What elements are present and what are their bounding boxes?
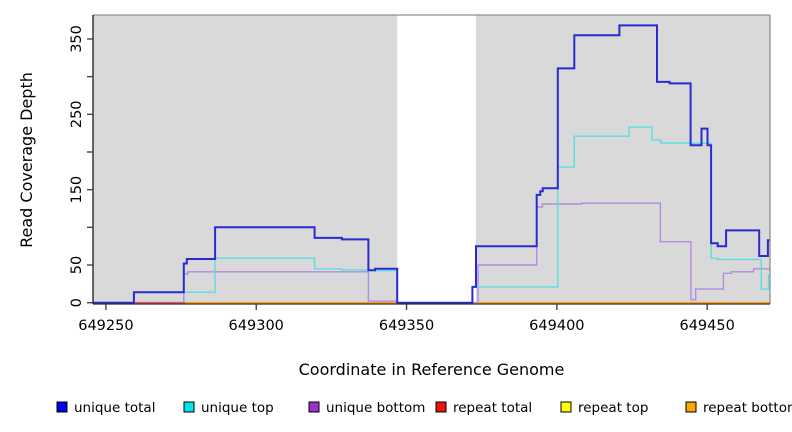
legend-label: unique bottom — [326, 400, 425, 416]
series-unique-bottom — [93, 202, 770, 304]
legend-item: repeat total — [435, 400, 532, 416]
legend-swatch — [183, 401, 195, 413]
legend-swatch — [308, 401, 320, 413]
x-tick-label: 649400 — [529, 318, 584, 334]
x-tick-label: 649300 — [229, 318, 284, 334]
legend-item: unique top — [183, 400, 274, 416]
legend-swatch — [56, 401, 68, 413]
legend-label: unique total — [74, 400, 155, 416]
legend-item: unique bottom — [308, 400, 425, 416]
y-tick-label: 250 — [69, 100, 85, 128]
y-tick-label: 150 — [69, 176, 85, 204]
masked-region — [397, 15, 476, 304]
legend-label: repeat bottom — [703, 400, 792, 416]
y-tick-label: 0 — [69, 298, 85, 307]
y-tick-label: 350 — [69, 25, 85, 53]
legend-swatch — [435, 401, 447, 413]
legend-swatch — [560, 401, 572, 413]
y-axis: 0 50 150 250 350 — [69, 25, 93, 307]
legend-label: repeat top — [578, 400, 648, 416]
series-unique-top — [93, 126, 770, 304]
x-axis-title: Coordinate in Reference Genome — [298, 360, 565, 379]
legend: unique total unique top unique bottom repea… — [56, 400, 792, 416]
legend-item: repeat bottom — [685, 400, 792, 416]
legend-item: unique total — [56, 400, 155, 416]
y-axis-title: Read Coverage Depth — [17, 72, 36, 248]
x-tick-label: 649450 — [679, 318, 734, 334]
x-tick-label: 649350 — [379, 318, 434, 334]
x-axis: 649250 649300 649350 649400 649450 — [78, 304, 735, 334]
y-tick-label: 50 — [69, 256, 85, 274]
plot-frame — [92, 14, 771, 305]
x-tick-label: 649250 — [78, 318, 133, 334]
series-unique-total — [93, 24, 770, 304]
legend-item: repeat top — [560, 400, 648, 416]
legend-swatch — [685, 401, 697, 413]
legend-label: unique top — [201, 400, 274, 416]
legend-label: repeat total — [453, 400, 532, 416]
